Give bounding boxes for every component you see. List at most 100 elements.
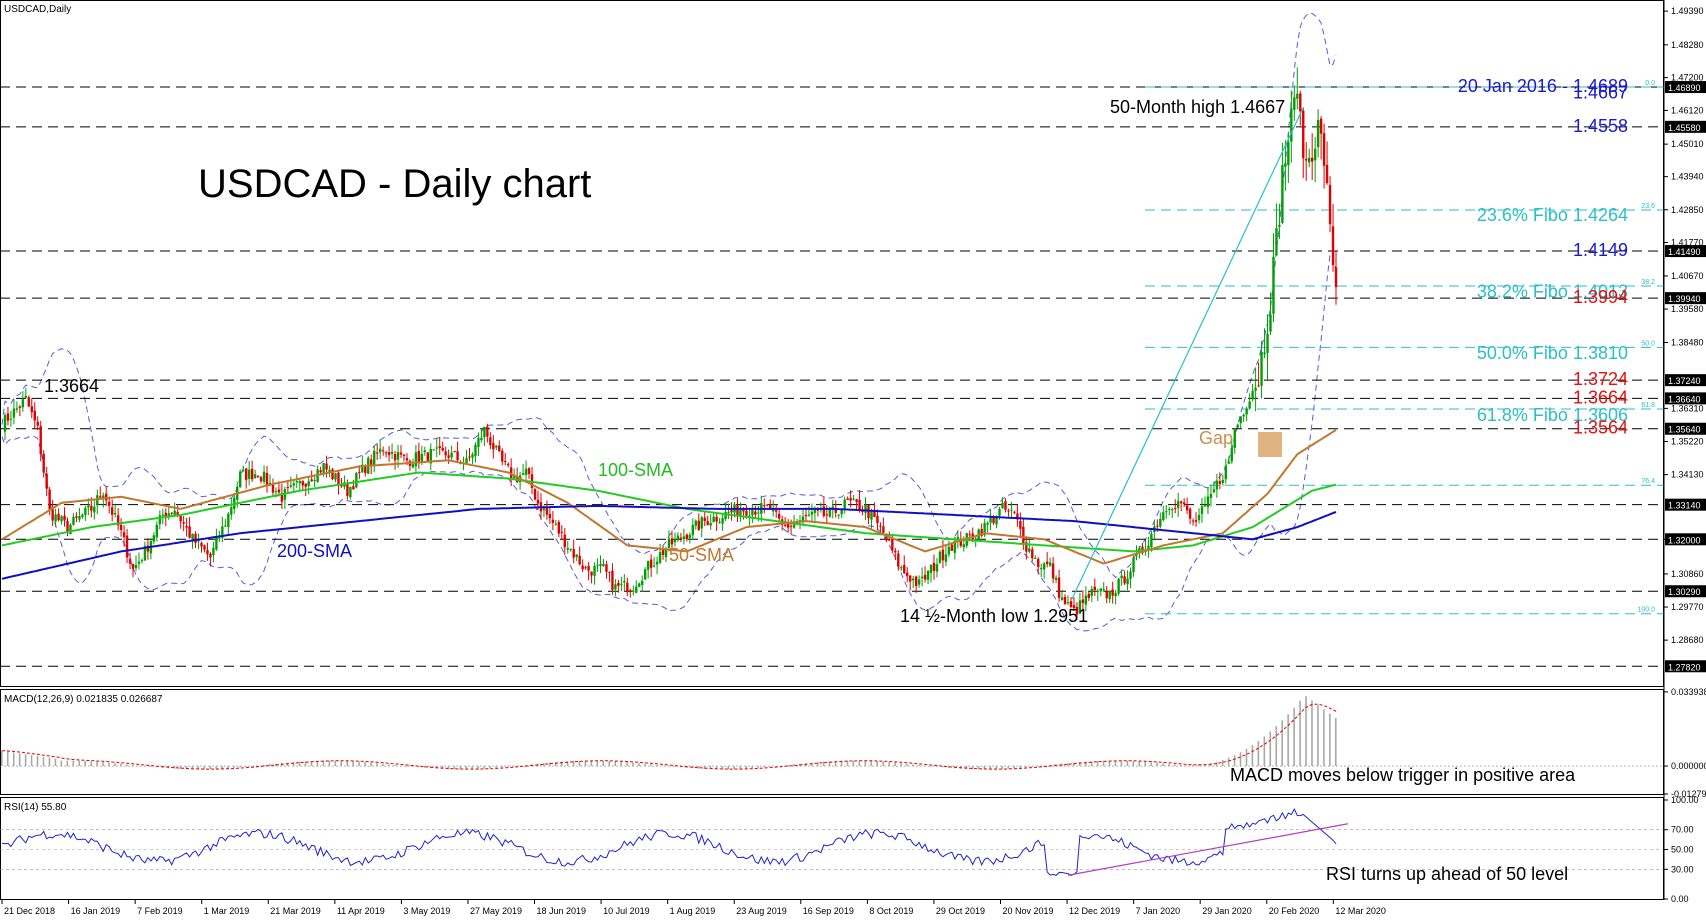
candle-body (572, 549, 575, 558)
candle-body (664, 549, 668, 558)
candle-body (194, 533, 197, 543)
macd-bar (316, 760, 319, 767)
macd-bar (548, 762, 551, 767)
macd-bar (1162, 763, 1164, 767)
macd-bar (298, 761, 301, 767)
macd-bar (1, 750, 3, 767)
candle-body (1302, 110, 1305, 159)
macd-bar (191, 766, 194, 770)
candle-body (486, 426, 489, 437)
macd-bar (1293, 707, 1295, 767)
level-label: 50.0% Fibo 1.3810 (1477, 343, 1628, 363)
candle-body (262, 471, 266, 482)
axis-tick-label: 1.29770 (1671, 602, 1704, 612)
candle-body (926, 570, 930, 580)
candle-body (673, 538, 677, 543)
candle-body (923, 574, 927, 580)
macd-bar (828, 761, 831, 767)
candle-body (995, 517, 998, 525)
macd-bar (566, 761, 569, 767)
fibo-tag: 76.4 (1641, 478, 1655, 485)
candle-body (858, 499, 861, 511)
price-tag-label: 1.30290 (1668, 587, 1701, 597)
price-axis: 1.49390 1.48280 1.47200 1.46120 1.45010 1.439… (1663, 0, 1706, 900)
candle-body (42, 453, 45, 473)
macd-bar (227, 766, 229, 769)
candle-body (727, 512, 730, 514)
candle-body (298, 481, 301, 484)
candle-body (1284, 163, 1287, 167)
candle-body (807, 514, 811, 516)
candle-body (230, 507, 233, 515)
axis-tick-label: 1.46120 (1671, 105, 1704, 115)
macd-bar (1192, 764, 1194, 767)
candle-body (1313, 148, 1317, 161)
macd-bar (72, 760, 75, 767)
candle-body (90, 505, 93, 511)
candle-body (432, 449, 435, 451)
candle-body (1013, 511, 1016, 513)
macd-bar (918, 764, 920, 767)
macd-bar (358, 761, 360, 767)
candle-body (66, 520, 69, 533)
candle-body (894, 550, 897, 553)
candle-body (54, 514, 57, 522)
candle-body (697, 520, 700, 530)
macd-bar (697, 766, 700, 769)
candle-body (1174, 508, 1177, 510)
candle-body (774, 510, 778, 512)
macd-bar (477, 766, 480, 769)
macd-bar (1180, 765, 1182, 767)
candle-body (304, 483, 307, 487)
candle-body (542, 508, 546, 511)
sma-line-1 (1, 429, 1337, 565)
sma-line-0 (1, 471, 1337, 553)
candle-body (632, 590, 635, 592)
candle-body (1156, 525, 1159, 527)
candle-body (1182, 502, 1186, 504)
macd-signal (2, 703, 1337, 770)
candle-body (593, 565, 596, 576)
candle-body (1194, 520, 1198, 522)
macd-bar (114, 763, 116, 767)
candle-body (1093, 586, 1097, 590)
macd-bar (977, 766, 980, 770)
date-label: 11 Apr 2019 (337, 906, 385, 916)
candle-body (158, 515, 162, 525)
macd-bar (924, 765, 926, 767)
macd-bar (602, 760, 605, 767)
candle-body (1048, 562, 1052, 566)
macd-bar (66, 760, 69, 767)
candle-body (551, 519, 555, 524)
candle-body (983, 522, 986, 536)
macd-bar (1108, 760, 1111, 767)
candle-body (1200, 506, 1204, 514)
candle-body (1308, 157, 1311, 163)
macd-bar (560, 761, 563, 767)
candle-body (125, 535, 129, 558)
macd-bar (1233, 755, 1236, 767)
candle-body (1185, 505, 1189, 511)
candle-body (855, 499, 858, 502)
macd-bar (733, 766, 736, 770)
macd-bar (417, 766, 420, 768)
macd-bar (126, 764, 128, 767)
candle-body (789, 525, 793, 527)
macd-bar (1072, 762, 1075, 767)
candle-body (757, 512, 760, 514)
level-label: 1.4667 (1573, 83, 1628, 103)
macd-bar (513, 766, 515, 767)
candle-body (498, 445, 501, 452)
macd-bar (328, 760, 331, 767)
candle-body (1007, 510, 1010, 512)
macd-bar (209, 766, 212, 770)
candle-body (959, 538, 963, 546)
macd-bar (1138, 761, 1141, 767)
candle-body (271, 483, 275, 493)
macd-bar (102, 762, 104, 767)
candle-body (834, 508, 837, 513)
macd-bar (810, 762, 813, 767)
macd-bar (1061, 763, 1063, 767)
macd-bar (18, 753, 21, 767)
